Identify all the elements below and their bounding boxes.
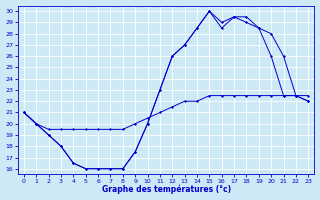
- X-axis label: Graphe des températures (°c): Graphe des températures (°c): [101, 185, 231, 194]
